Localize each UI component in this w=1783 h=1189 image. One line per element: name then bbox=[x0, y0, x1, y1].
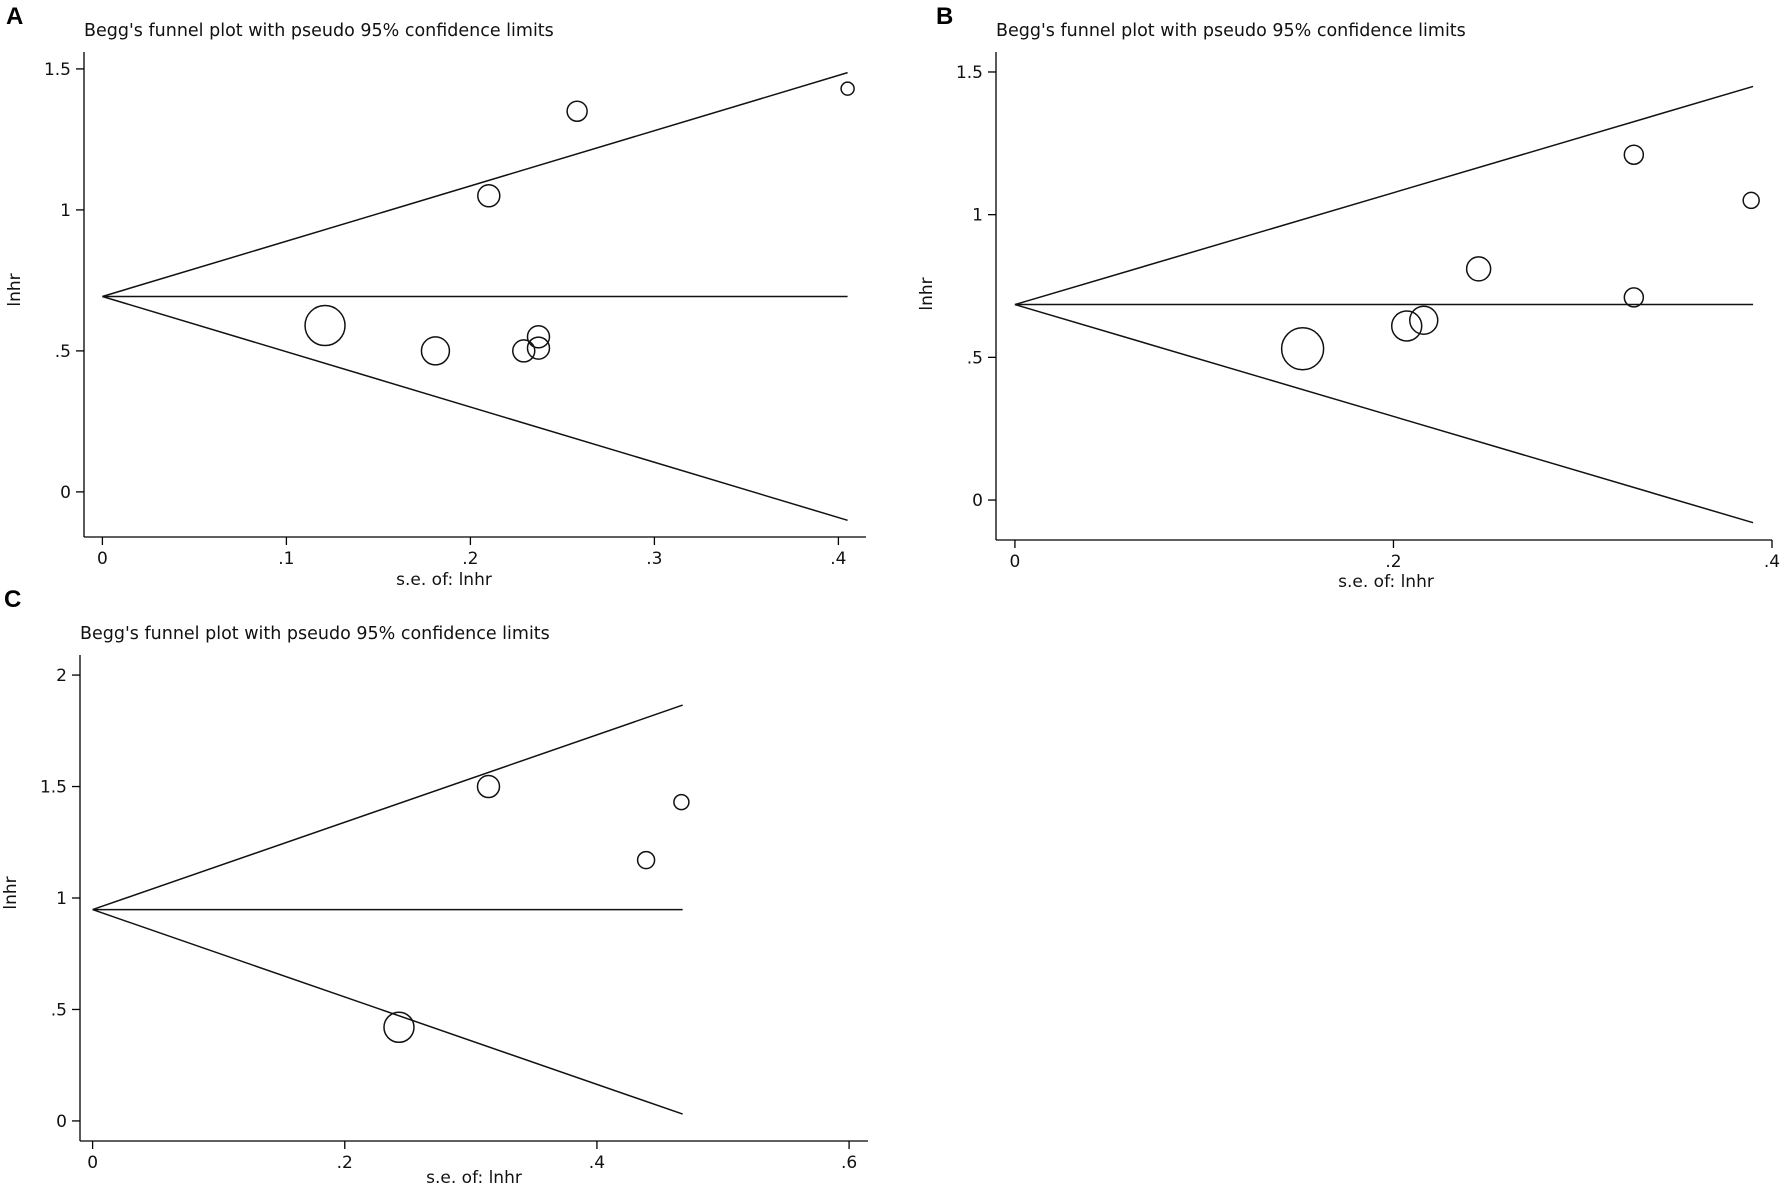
study-point bbox=[420, 336, 451, 366]
y-tick-label: 1.5 bbox=[956, 63, 983, 83]
y-tick-label: 2 bbox=[56, 666, 67, 686]
plot-area: 0 .5 1 1.5 0 .2 .4 bbox=[956, 52, 1780, 572]
study-point bbox=[673, 793, 690, 811]
y-axis-label: lnhr bbox=[1, 876, 21, 909]
y-axis-label: lnhr bbox=[5, 273, 25, 306]
study-point bbox=[840, 81, 855, 96]
chart-title: Begg's funnel plot with pseudo 95% confi… bbox=[84, 21, 554, 41]
y-tick-label: 0 bbox=[60, 483, 71, 503]
study-point bbox=[1280, 327, 1325, 371]
x-tick-label: .2 bbox=[462, 549, 478, 569]
study-point bbox=[1390, 310, 1423, 342]
study-point bbox=[1742, 191, 1760, 210]
study-point bbox=[512, 339, 536, 363]
funnel-plot-panel-a: A Begg's funnel plot with pseudo 95% con… bbox=[5, 3, 866, 590]
x-tick-label: 0 bbox=[1010, 552, 1021, 572]
plot-area: 0 .5 1 1.5 0 .1 .2 .3 .4 bbox=[44, 52, 866, 569]
x-tick-label: 0 bbox=[87, 1153, 98, 1173]
study-point bbox=[383, 1011, 415, 1044]
x-tick-label: .6 bbox=[841, 1153, 857, 1173]
upper-confidence-limit-line bbox=[1014, 85, 1754, 306]
lower-confidence-limit-line bbox=[92, 908, 683, 1115]
study-point bbox=[1408, 305, 1439, 336]
y-tick-label: .5 bbox=[51, 1000, 67, 1020]
study-point bbox=[477, 184, 501, 208]
y-tick-label: 1 bbox=[56, 889, 67, 909]
chart-title: Begg's funnel plot with pseudo 95% confi… bbox=[996, 21, 1466, 41]
lower-confidence-limit-line bbox=[102, 295, 848, 522]
study-point bbox=[526, 325, 551, 349]
y-tick-label: 0 bbox=[972, 491, 983, 511]
panel-label: B bbox=[936, 3, 953, 30]
upper-confidence-limit-line bbox=[102, 71, 848, 298]
y-axis-label: lnhr bbox=[917, 277, 937, 310]
funnel-plot-panel-b: B Begg's funnel plot with pseudo 95% con… bbox=[917, 3, 1780, 592]
panel-label: C bbox=[4, 586, 21, 613]
study-point bbox=[636, 850, 656, 870]
y-tick-label: .5 bbox=[967, 348, 983, 368]
study-point bbox=[526, 336, 551, 360]
x-tick-label: .4 bbox=[589, 1153, 605, 1173]
study-point bbox=[1623, 144, 1645, 165]
y-tick-label: 0 bbox=[56, 1112, 67, 1132]
y-tick-label: .5 bbox=[55, 342, 71, 362]
x-tick-label: .4 bbox=[830, 549, 846, 569]
funnel-plot-panel-c: C Begg's funnel plot with pseudo 95% con… bbox=[1, 586, 868, 1188]
x-tick-label: .1 bbox=[278, 549, 294, 569]
study-point bbox=[1623, 287, 1645, 308]
x-tick-label: .2 bbox=[337, 1153, 353, 1173]
chart-title: Begg's funnel plot with pseudo 95% confi… bbox=[80, 624, 550, 644]
y-tick-label: 1 bbox=[60, 201, 71, 221]
plot-area: 0 .5 1 1.5 2 0 .2 .4 .6 bbox=[40, 655, 868, 1173]
x-axis-label: s.e. of: lnhr bbox=[1338, 572, 1434, 592]
y-tick-label: 1 bbox=[972, 206, 983, 226]
x-axis-label: s.e. of: lnhr bbox=[426, 1168, 522, 1188]
x-tick-label: .2 bbox=[1385, 552, 1401, 572]
x-tick-label: .3 bbox=[646, 549, 662, 569]
study-point bbox=[566, 100, 588, 122]
study-point bbox=[1465, 256, 1492, 282]
x-tick-label: .4 bbox=[1764, 552, 1780, 572]
upper-confidence-limit-line bbox=[92, 704, 683, 911]
x-axis-label: s.e. of: lnhr bbox=[396, 570, 492, 590]
study-point bbox=[476, 774, 501, 799]
y-tick-label: 1.5 bbox=[44, 60, 71, 80]
study-point bbox=[304, 304, 346, 347]
x-tick-label: 0 bbox=[97, 549, 108, 569]
y-tick-label: 1.5 bbox=[40, 778, 67, 798]
panel-label: A bbox=[6, 3, 23, 30]
lower-confidence-limit-line bbox=[1014, 303, 1754, 524]
